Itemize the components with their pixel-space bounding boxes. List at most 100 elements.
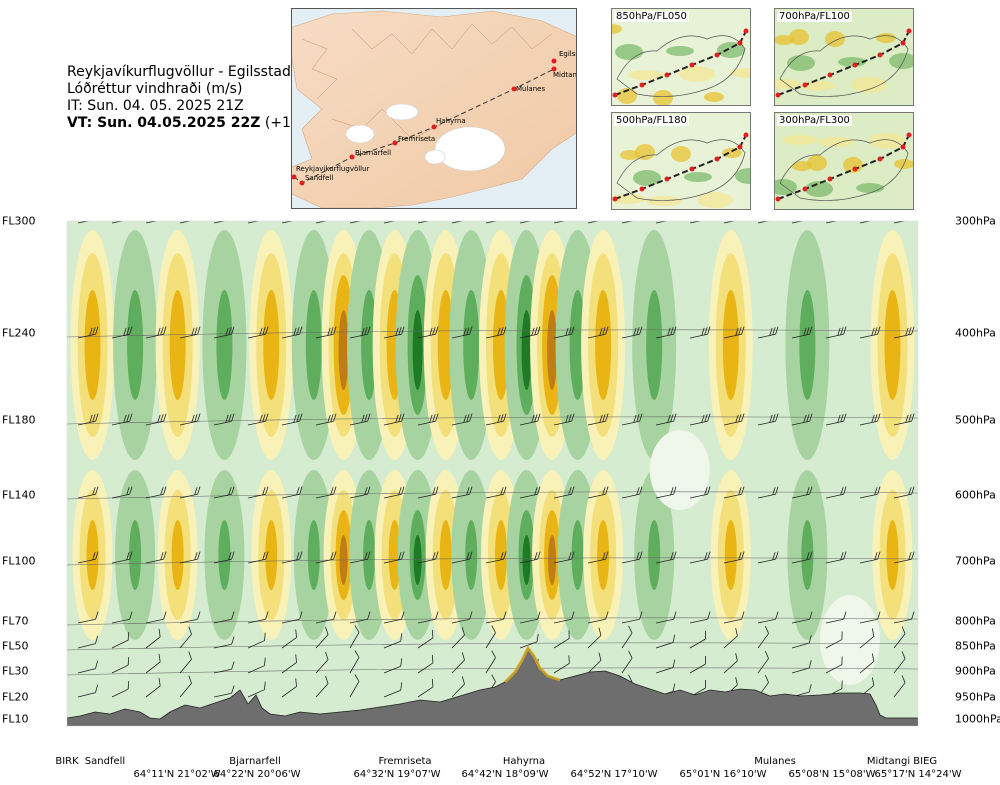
wind-barb bbox=[77, 551, 99, 564]
wind-barb bbox=[315, 413, 337, 426]
wind-barb bbox=[723, 413, 745, 426]
velocity-contour bbox=[724, 520, 737, 590]
wind-barb bbox=[621, 551, 643, 564]
wind-barb bbox=[77, 326, 99, 339]
wind-barb bbox=[859, 611, 881, 624]
wind-barb bbox=[859, 628, 875, 649]
wind-barb bbox=[111, 657, 130, 674]
velocity-contour bbox=[886, 520, 899, 590]
wind-barb bbox=[179, 675, 192, 698]
wind-barb bbox=[179, 651, 192, 674]
wind-barb bbox=[757, 413, 779, 426]
wind-barb bbox=[451, 326, 473, 339]
wind-barb bbox=[655, 611, 677, 624]
wind-barb bbox=[383, 658, 403, 674]
isobar-line bbox=[67, 329, 918, 338]
wind-barb bbox=[247, 486, 269, 499]
wind-barb bbox=[179, 326, 201, 339]
terrain-highlight bbox=[503, 645, 561, 684]
wind-barb bbox=[553, 486, 575, 499]
wind-barb bbox=[689, 655, 706, 674]
vertical-velocity-field bbox=[70, 230, 915, 685]
wind-barb bbox=[587, 486, 609, 499]
wind-barb bbox=[451, 652, 465, 674]
map-label-sandfell: Sandfell bbox=[305, 174, 333, 182]
velocity-contour bbox=[799, 290, 816, 400]
wind-barb bbox=[383, 611, 405, 624]
wind-barb bbox=[485, 611, 507, 624]
wind-barb bbox=[621, 326, 643, 339]
wind-barb bbox=[587, 611, 609, 624]
thumbnail-map bbox=[612, 9, 750, 105]
pressure-level-label: 700hPa bbox=[955, 554, 996, 568]
wind-barb bbox=[587, 326, 609, 339]
wind-barb bbox=[791, 551, 813, 564]
thumbnail-label: 700hPa/FL100 bbox=[777, 11, 852, 22]
wind-barb bbox=[655, 486, 677, 499]
x-station-coord: 65°17'N 14°24'W bbox=[874, 769, 962, 780]
velocity-contour bbox=[571, 520, 584, 590]
velocity-contour bbox=[361, 290, 378, 400]
wind-barb bbox=[485, 326, 507, 339]
chart-title: Reykjavíkurflugvöllur - Egilsstadir bbox=[67, 64, 301, 80]
wind-barb bbox=[723, 326, 745, 339]
wind-barb bbox=[859, 326, 881, 339]
wind-barb bbox=[825, 551, 847, 564]
pressure-level-label: 900hPa bbox=[955, 664, 996, 678]
thumbnail-500hpa[interactable]: 500hPa/FL180 bbox=[611, 112, 751, 210]
flight-level-label: FL180 bbox=[2, 413, 36, 427]
wind-barb bbox=[519, 486, 541, 499]
wind-barb bbox=[349, 326, 371, 339]
wind-barb bbox=[111, 551, 133, 564]
wind-barb bbox=[111, 632, 130, 649]
wind-barb bbox=[145, 611, 167, 624]
wind-barb bbox=[791, 660, 812, 674]
velocity-contour bbox=[412, 310, 423, 390]
wind-barb bbox=[757, 650, 769, 674]
x-station-name: BIRK bbox=[55, 756, 79, 767]
wind-barb bbox=[349, 611, 371, 624]
wind-barb bbox=[179, 611, 201, 624]
velocity-contour bbox=[569, 290, 586, 400]
wind-barb bbox=[485, 486, 507, 499]
wind-barb bbox=[213, 486, 235, 499]
wind-barb bbox=[655, 413, 677, 426]
thumbnail-300hpa[interactable]: 300hPa/FL300 bbox=[774, 112, 914, 210]
wind-barb bbox=[485, 413, 507, 426]
wind-barb bbox=[893, 486, 915, 499]
wind-barb bbox=[655, 659, 676, 674]
wind-barb bbox=[451, 486, 473, 499]
velocity-contour bbox=[129, 520, 142, 590]
flight-level-label: FL50 bbox=[2, 639, 29, 653]
wind-barb bbox=[77, 413, 99, 426]
thumbnail-850hpa[interactable]: 850hPa/FL050 bbox=[611, 8, 751, 106]
wind-barb bbox=[281, 678, 297, 698]
wind-barb bbox=[451, 413, 473, 426]
x-station-name: Mulanes bbox=[754, 756, 796, 767]
thumbnail-label: 300hPa/FL300 bbox=[777, 115, 852, 126]
x-station-coord: 65°01'N 16°10'W bbox=[679, 769, 767, 780]
wind-barb bbox=[485, 650, 496, 674]
velocity-contour bbox=[722, 290, 739, 400]
wind-barb bbox=[893, 326, 915, 339]
wind-barb bbox=[587, 627, 602, 649]
thumbnail-700hpa[interactable]: 700hPa/FL100 bbox=[774, 8, 914, 106]
velocity-contour bbox=[648, 520, 661, 590]
wind-barb bbox=[383, 682, 403, 698]
wind-barb bbox=[349, 674, 360, 698]
wind-barb bbox=[893, 626, 906, 649]
velocity-contour bbox=[413, 535, 422, 585]
wind-barb bbox=[757, 611, 779, 624]
wind-barb bbox=[417, 629, 434, 649]
wind-barb bbox=[451, 611, 473, 624]
route-map[interactable]: Reykjavikurflugvöllur Sandfell Bjarnarfe… bbox=[291, 8, 577, 209]
velocity-contour bbox=[884, 290, 901, 400]
wind-barb bbox=[825, 656, 843, 674]
wind-barb bbox=[791, 326, 813, 339]
wind-barb bbox=[859, 413, 881, 426]
x-station-name: Bjarnarfell bbox=[229, 756, 281, 767]
velocity-contour bbox=[547, 310, 558, 390]
wind-barb bbox=[519, 611, 541, 624]
x-station-coord: 64°52'N 17°10'W bbox=[570, 769, 658, 780]
